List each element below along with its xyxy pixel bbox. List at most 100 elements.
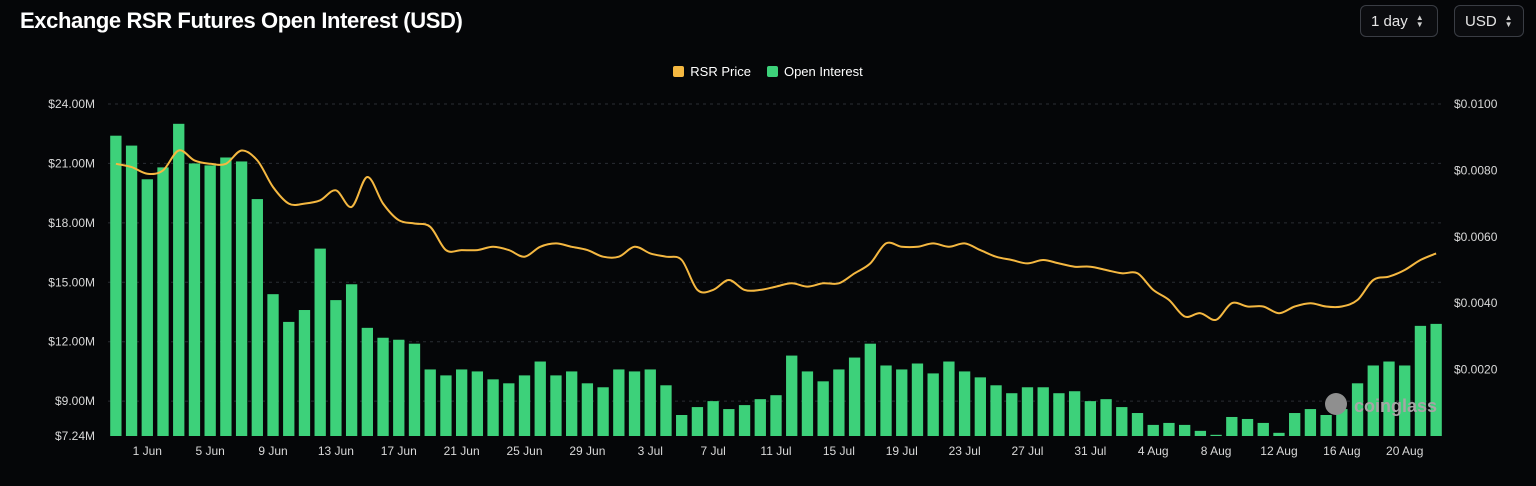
open-interest-bar — [1383, 361, 1395, 436]
x-axis-tick-label: 25 Jun — [507, 444, 543, 458]
price-line — [115, 149, 1437, 322]
open-interest-bar — [817, 381, 829, 436]
x-axis-tick-label: 5 Jun — [195, 444, 224, 458]
chart-legend: RSR Price Open Interest — [0, 64, 1536, 79]
currency-select[interactable]: USD ▲ ▼ — [1454, 5, 1524, 37]
open-interest-bar — [1430, 323, 1442, 436]
legend-label-price: RSR Price — [690, 64, 751, 79]
left-axis-tick-label: $9.00M — [55, 394, 95, 408]
legend-label-open-interest: Open Interest — [783, 64, 863, 79]
legend-item-open-interest[interactable]: Open Interest — [766, 64, 863, 79]
right-axis-tick-label: $0.0040 — [1454, 296, 1498, 310]
chevron-up-down-icon: ▲ ▼ — [1504, 13, 1513, 29]
legend-swatch-price — [673, 66, 685, 77]
open-interest-bar — [283, 321, 295, 436]
open-interest-bar — [1304, 409, 1317, 436]
x-axis-tick-label: 8 Aug — [1201, 444, 1232, 458]
open-interest-bar — [361, 327, 373, 436]
open-interest-bar — [880, 365, 892, 436]
legend-swatch-open-interest — [766, 66, 778, 77]
x-axis: 1 Jun 5 Jun 9 Jun 13 Jun 17 Jun 21 Jun 25 Jun 2… — [133, 444, 1424, 458]
x-axis-tick-label: 4 Aug — [1138, 444, 1169, 458]
x-axis-tick-label: 29 Jun — [569, 444, 605, 458]
x-axis-tick-label: 15 Jul — [823, 444, 855, 458]
open-interest-bar — [581, 383, 594, 436]
open-interest-bar — [707, 401, 719, 436]
open-interest-bar — [1006, 393, 1018, 436]
coinglass-watermark: coinglass — [1325, 393, 1437, 416]
open-interest-bar — [723, 409, 735, 436]
time-range-value: 1 day — [1371, 12, 1408, 30]
open-interest-bar — [377, 337, 389, 436]
open-interest-bar — [1336, 409, 1348, 436]
open-interest-bar — [660, 385, 672, 436]
open-interest-bar — [1226, 416, 1238, 436]
open-interest-bar — [1163, 422, 1175, 436]
x-axis-tick-label: 31 Jul — [1074, 444, 1106, 458]
open-interest-bar — [1289, 413, 1301, 436]
open-interest-bar — [1273, 432, 1285, 436]
currency-value: USD — [1465, 12, 1497, 30]
open-interest-bar — [943, 361, 955, 436]
open-interest-bar — [1194, 430, 1207, 436]
legend-item-price[interactable]: RSR Price — [673, 64, 751, 79]
left-axis-tick-label: $21.00M — [48, 156, 95, 170]
open-interest-bars — [110, 123, 1442, 437]
coinglass-logo-icon — [1325, 393, 1347, 415]
price-line-path — [115, 149, 1437, 322]
open-interest-bar — [455, 369, 468, 436]
open-interest-bar — [267, 294, 279, 436]
open-interest-bar — [1241, 418, 1254, 436]
open-interest-bar — [566, 371, 578, 436]
open-interest-bar — [958, 371, 971, 436]
open-interest-bar — [188, 163, 201, 437]
open-interest-bar — [251, 199, 263, 436]
open-interest-bar — [424, 369, 436, 436]
chevron-up-down-icon: ▲ ▼ — [1415, 13, 1424, 29]
left-axis-tick-label: $18.00M — [48, 216, 95, 230]
open-interest-bar — [770, 395, 782, 436]
open-interest-bar — [1116, 407, 1128, 436]
x-axis-tick-label: 20 Aug — [1386, 444, 1423, 458]
left-axis-tick-label: $15.00M — [48, 275, 95, 289]
open-interest-bar — [220, 157, 232, 436]
open-interest-bar — [110, 135, 122, 436]
open-interest-bar — [173, 123, 185, 436]
x-axis-tick-label: 13 Jun — [318, 444, 354, 458]
open-interest-bar — [927, 373, 939, 436]
x-axis-tick-label: 1 Jun — [133, 444, 162, 458]
right-axis-tick-label: $0.0080 — [1454, 163, 1498, 177]
open-interest-bar — [1084, 401, 1097, 436]
open-interest-bar — [503, 383, 515, 436]
open-interest-bar — [990, 385, 1002, 436]
open-interest-bar — [786, 355, 798, 436]
open-interest-bar — [754, 399, 766, 436]
x-axis-tick-label: 17 Jun — [381, 444, 417, 458]
open-interest-bar — [1037, 387, 1049, 436]
x-axis-tick-label: 12 Aug — [1260, 444, 1297, 458]
left-axis: $24.00M $21.00M $18.00M $15.00M $12.00M $9.00… — [48, 97, 95, 443]
open-interest-bar — [314, 248, 326, 436]
chart-title: Exchange RSR Futures Open Interest (USD) — [20, 8, 463, 33]
x-axis-tick-label: 27 Jul — [1011, 444, 1043, 458]
right-axis-tick-label: $0.0060 — [1454, 230, 1498, 244]
open-interest-bar — [911, 363, 924, 436]
x-axis-tick-label: 19 Jul — [886, 444, 918, 458]
x-axis-tick-label: 23 Jul — [949, 444, 981, 458]
left-axis-tick-label: $24.00M — [48, 97, 95, 111]
open-interest-bar — [550, 375, 562, 436]
open-interest-bar — [1131, 413, 1144, 436]
right-axis-tick-label: $0.0020 — [1454, 363, 1498, 377]
x-axis-tick-label: 9 Jun — [258, 444, 287, 458]
open-interest-bar — [1053, 393, 1065, 436]
left-axis-tick-label: $7.24M — [55, 429, 95, 443]
open-interest-bar — [896, 369, 908, 436]
open-interest-bar — [518, 375, 531, 436]
time-range-select[interactable]: 1 day ▲ ▼ — [1360, 5, 1438, 37]
right-axis-tick-label: $0.0100 — [1454, 97, 1498, 111]
open-interest-bar — [471, 371, 484, 436]
open-interest-bar — [1320, 415, 1332, 436]
x-axis-tick-label: 7 Jul — [700, 444, 725, 458]
open-interest-bar — [125, 145, 138, 436]
